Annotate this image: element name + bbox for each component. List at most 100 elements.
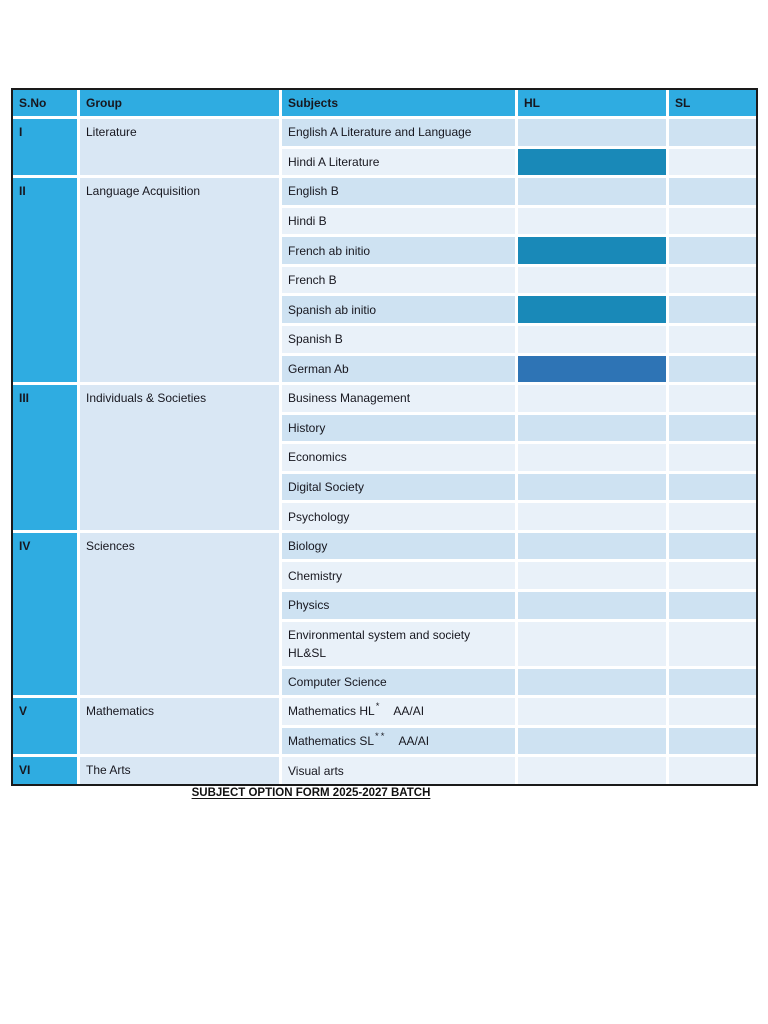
column-header-sl: SL bbox=[669, 90, 756, 116]
subject-cell: English A Literature and Language bbox=[282, 119, 515, 146]
group-roman-numeral: VI bbox=[13, 757, 77, 784]
sl-cell bbox=[669, 148, 756, 176]
subject-cell-label: French B bbox=[288, 273, 337, 288]
subject-cell: French ab initio bbox=[282, 237, 515, 264]
subject-cell-label: Hindi A Literature bbox=[288, 154, 380, 169]
sl-cell bbox=[669, 237, 756, 264]
subject-suffix-label: AA/AI bbox=[398, 733, 430, 748]
sl-cell bbox=[669, 119, 756, 146]
subject-cell: Psychology bbox=[282, 503, 515, 530]
subject-cell-label: Spanish B bbox=[288, 332, 343, 347]
hl-cell bbox=[518, 207, 666, 235]
subject-cell-label: English B bbox=[288, 184, 339, 199]
hl-selected-cell bbox=[518, 148, 666, 176]
subject-cell: Hindi A Literature bbox=[282, 148, 515, 176]
subject-cell: Biology bbox=[282, 532, 515, 560]
hl-cell bbox=[518, 444, 666, 471]
group-roman-numeral: III bbox=[13, 385, 77, 530]
sl-cell bbox=[669, 592, 756, 619]
subject-cell: Digital Society bbox=[282, 473, 515, 501]
hl-cell bbox=[518, 414, 666, 442]
subject-cell-label: Visual arts bbox=[288, 763, 344, 778]
column-header-sno-label: S.No bbox=[19, 96, 47, 110]
column-header-sno: S.No bbox=[13, 90, 77, 116]
group-roman-numeral-label: IV bbox=[19, 538, 31, 553]
subject-suffix-label: AA/AI bbox=[393, 704, 425, 719]
subject-asterisk-note: ** bbox=[375, 730, 387, 742]
group-name-cell: Sciences bbox=[80, 532, 279, 696]
group-name-cell: Literature bbox=[80, 119, 279, 176]
subject-cell-label: Economics bbox=[288, 450, 347, 465]
subject-cell: French B bbox=[282, 266, 515, 294]
sl-cell bbox=[669, 266, 756, 294]
sl-cell bbox=[669, 325, 756, 353]
hl-cell bbox=[518, 473, 666, 501]
hl-cell bbox=[518, 178, 666, 205]
subject-cell-label: Mathematics SL bbox=[288, 733, 375, 748]
hl-cell bbox=[518, 727, 666, 755]
hl-cell bbox=[518, 668, 666, 696]
subject-cell-label: History bbox=[288, 420, 326, 435]
column-header-subjects: Subjects bbox=[282, 90, 515, 116]
hl-cell bbox=[518, 532, 666, 560]
subject-cell: Visual arts bbox=[282, 757, 515, 784]
subject-cell: Computer Science bbox=[282, 668, 515, 696]
hl-selected-cell bbox=[518, 237, 666, 264]
sl-cell bbox=[669, 532, 756, 560]
sl-cell bbox=[669, 355, 756, 383]
group-name-cell: Individuals & Societies bbox=[80, 385, 279, 530]
column-header-subjects-label: Subjects bbox=[288, 96, 339, 110]
subject-cell-line: Environmental system and society bbox=[288, 627, 471, 642]
subject-cell: Environmental system and society HL&SL bbox=[282, 621, 515, 666]
column-header-sl-label: SL bbox=[675, 96, 691, 110]
subject-cell-label: German Ab bbox=[288, 361, 349, 376]
subject-cell: Mathematics HL * AA/AI bbox=[282, 698, 515, 725]
group-name-cell: Mathematics bbox=[80, 698, 279, 755]
subject-cell: Economics bbox=[282, 444, 515, 471]
subject-cell-label: Biology bbox=[288, 539, 328, 554]
subject-cell-label: Physics bbox=[288, 598, 330, 613]
group-roman-numeral-label: VI bbox=[19, 763, 31, 778]
sl-cell bbox=[669, 385, 756, 412]
group-name-cell-label: Mathematics bbox=[86, 704, 155, 719]
sl-cell bbox=[669, 444, 756, 471]
hl-cell bbox=[518, 385, 666, 412]
sl-cell bbox=[669, 668, 756, 696]
group-name-cell-label: Literature bbox=[86, 125, 137, 139]
hl-selected-cell bbox=[518, 355, 666, 383]
group-roman-numeral: IV bbox=[13, 532, 77, 696]
column-header-group-label: Group bbox=[86, 96, 122, 110]
group-roman-numeral: II bbox=[13, 178, 77, 383]
sl-cell bbox=[669, 414, 756, 442]
subject-cell-line: HL&SL bbox=[288, 645, 327, 660]
subject-cell: History bbox=[282, 414, 515, 442]
subject-cell-label: Chemistry bbox=[288, 568, 343, 583]
hl-cell bbox=[518, 325, 666, 353]
hl-selected-cell bbox=[518, 296, 666, 323]
hl-cell bbox=[518, 562, 666, 589]
subject-cell-label: Business Management bbox=[288, 391, 411, 406]
group-roman-numeral-label: III bbox=[19, 391, 30, 406]
hl-cell bbox=[518, 266, 666, 294]
group-name-cell-label: Individuals & Societies bbox=[86, 391, 207, 406]
subject-cell: Physics bbox=[282, 592, 515, 619]
group-roman-numeral: V bbox=[13, 698, 77, 755]
hl-cell bbox=[518, 621, 666, 666]
group-name-cell: The Arts bbox=[80, 757, 279, 784]
hl-cell bbox=[518, 698, 666, 725]
subject-cell-label: Hindi B bbox=[288, 213, 327, 228]
subject-cell-label: Mathematics HL bbox=[288, 704, 375, 719]
hl-cell bbox=[518, 592, 666, 619]
subject-cell-label: Computer Science bbox=[288, 674, 387, 689]
column-header-hl-label: HL bbox=[524, 96, 540, 110]
subject-cell: Hindi B bbox=[282, 207, 515, 235]
subject-cell: German Ab bbox=[282, 355, 515, 383]
subject-asterisk-note: * bbox=[375, 701, 382, 713]
group-roman-numeral-label: V bbox=[19, 704, 28, 719]
hl-cell bbox=[518, 119, 666, 146]
column-header-group: Group bbox=[80, 90, 279, 116]
hl-cell bbox=[518, 757, 666, 784]
sl-cell bbox=[669, 621, 756, 666]
subject-cell-label: Digital Society bbox=[288, 480, 365, 495]
subject-cell: Mathematics SL ** AA/AI bbox=[282, 727, 515, 755]
